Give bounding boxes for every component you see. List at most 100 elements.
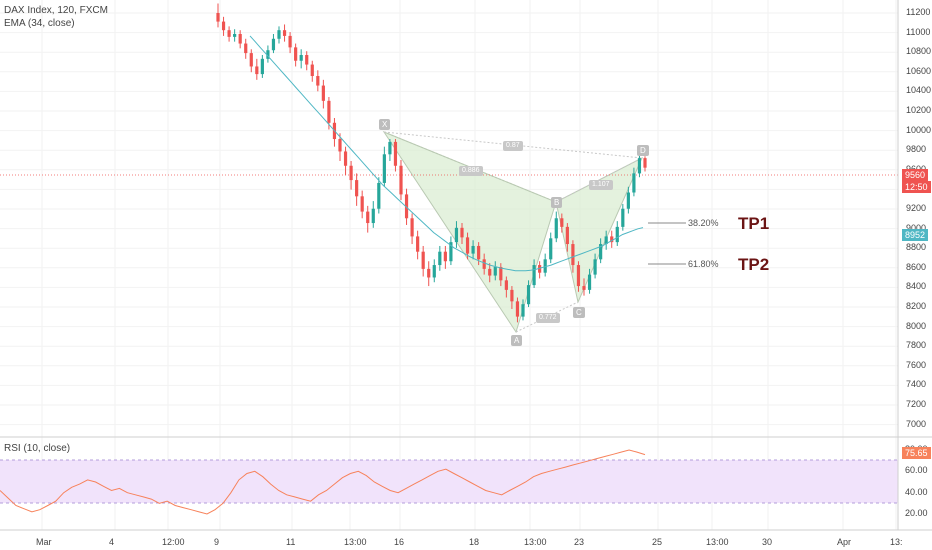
time-tick: 13:	[890, 537, 903, 547]
price-tick: 11200	[906, 7, 931, 17]
candle	[282, 24, 287, 42]
price-tick: 10800	[906, 46, 932, 57]
candle	[349, 160, 353, 190]
candle	[382, 146, 386, 187]
chart-legend: DAX Index, 120, FXCM EMA (34, close)	[4, 4, 108, 30]
time-tick: 12:00	[162, 537, 185, 547]
price-tick: 8800	[906, 242, 927, 253]
candle	[582, 278, 586, 296]
grid-lines	[0, 0, 898, 530]
time-tick: 13:00	[706, 537, 729, 547]
ratio-bd: 1.107	[589, 180, 613, 190]
candle	[277, 26, 281, 44]
candle	[416, 230, 420, 260]
price-tick: 7800	[906, 340, 927, 351]
time-tick: Apr	[837, 537, 852, 547]
price-tick: 11000	[906, 26, 931, 37]
ema-value-tag: 8952	[902, 229, 929, 241]
candle	[471, 240, 475, 260]
candle	[587, 268, 592, 294]
price-tick: 10000	[906, 124, 932, 135]
price-tick: 8600	[906, 261, 927, 272]
time-tick: 16	[394, 537, 405, 547]
candle	[526, 280, 531, 308]
candle	[305, 51, 309, 71]
ratio-ac: 0.772	[536, 313, 560, 323]
price-tick: 9800	[906, 144, 927, 155]
candle	[632, 167, 636, 197]
candle	[610, 230, 614, 248]
time-tick: 30	[762, 537, 773, 547]
candle	[438, 245, 442, 271]
candle	[521, 299, 525, 321]
price-tick: 10400	[906, 85, 932, 96]
candle	[260, 55, 264, 78]
time-tick: 13:00	[344, 537, 367, 547]
price-tick: 8400	[906, 281, 927, 292]
price-tick: 9200	[906, 203, 927, 213]
candle	[371, 201, 375, 228]
candle	[560, 213, 564, 233]
price-tick: 8000	[906, 320, 927, 331]
candle	[321, 79, 325, 109]
tp1-label: TP1	[738, 214, 770, 233]
candle	[216, 3, 220, 28]
candle	[443, 245, 447, 269]
candle	[543, 253, 547, 277]
candle	[504, 276, 508, 298]
candle	[460, 223, 464, 245]
pattern-point-a[interactable]: A	[511, 335, 523, 346]
price-tick: 7200	[906, 399, 927, 409]
rsi-value-tag: 75.65	[902, 447, 931, 459]
candle	[377, 177, 381, 214]
candle	[615, 221, 619, 246]
candle	[299, 49, 303, 69]
candle	[271, 34, 276, 54]
candle	[238, 30, 242, 49]
candle	[366, 205, 370, 233]
candle	[399, 160, 403, 201]
ema-legend[interactable]: EMA (34, close)	[4, 18, 75, 29]
candle	[515, 297, 520, 323]
pattern-point-c[interactable]: C	[573, 307, 585, 318]
time-tick: 13:00	[524, 537, 547, 547]
pattern-point-d[interactable]: D	[637, 145, 649, 156]
candle	[316, 70, 320, 92]
tp1-level-label: 38.20%	[688, 218, 719, 228]
symbol-title[interactable]: DAX Index, 120, FXCM	[4, 5, 108, 16]
pattern-point-x[interactable]: X	[379, 119, 391, 130]
ratio-xb: 0.886	[459, 166, 483, 176]
candle	[643, 156, 647, 172]
candle	[637, 154, 642, 178]
candle	[360, 190, 364, 219]
time-tick: Mar	[36, 537, 52, 547]
time-tick: 11	[286, 537, 296, 547]
candle	[621, 203, 625, 231]
tp2-label: TP2	[738, 255, 770, 274]
candle	[599, 238, 603, 264]
candle	[255, 58, 259, 80]
rsi-legend[interactable]: RSI (10, close)	[4, 443, 71, 454]
rsi-tick: 40.00	[905, 486, 928, 497]
candle	[604, 230, 608, 250]
pattern-ac-line	[515, 301, 579, 333]
candlestick-series	[216, 3, 647, 323]
price-tick: 9000	[906, 222, 927, 233]
candle	[554, 211, 558, 243]
candle	[427, 261, 431, 287]
candle	[482, 253, 486, 275]
candle	[355, 173, 359, 206]
candle	[449, 236, 453, 266]
candle	[538, 261, 542, 279]
rsi-tick: 20.00	[905, 507, 928, 518]
candle	[499, 263, 503, 287]
ratio-xd: 0.87	[503, 141, 523, 151]
tp2-level-label: 61.80%	[688, 259, 719, 269]
ema-line	[249, 35, 644, 272]
candle	[221, 16, 226, 36]
candle	[249, 49, 253, 73]
candle	[233, 29, 237, 42]
pattern-point-b[interactable]: B	[551, 197, 563, 208]
candle	[294, 43, 298, 67]
